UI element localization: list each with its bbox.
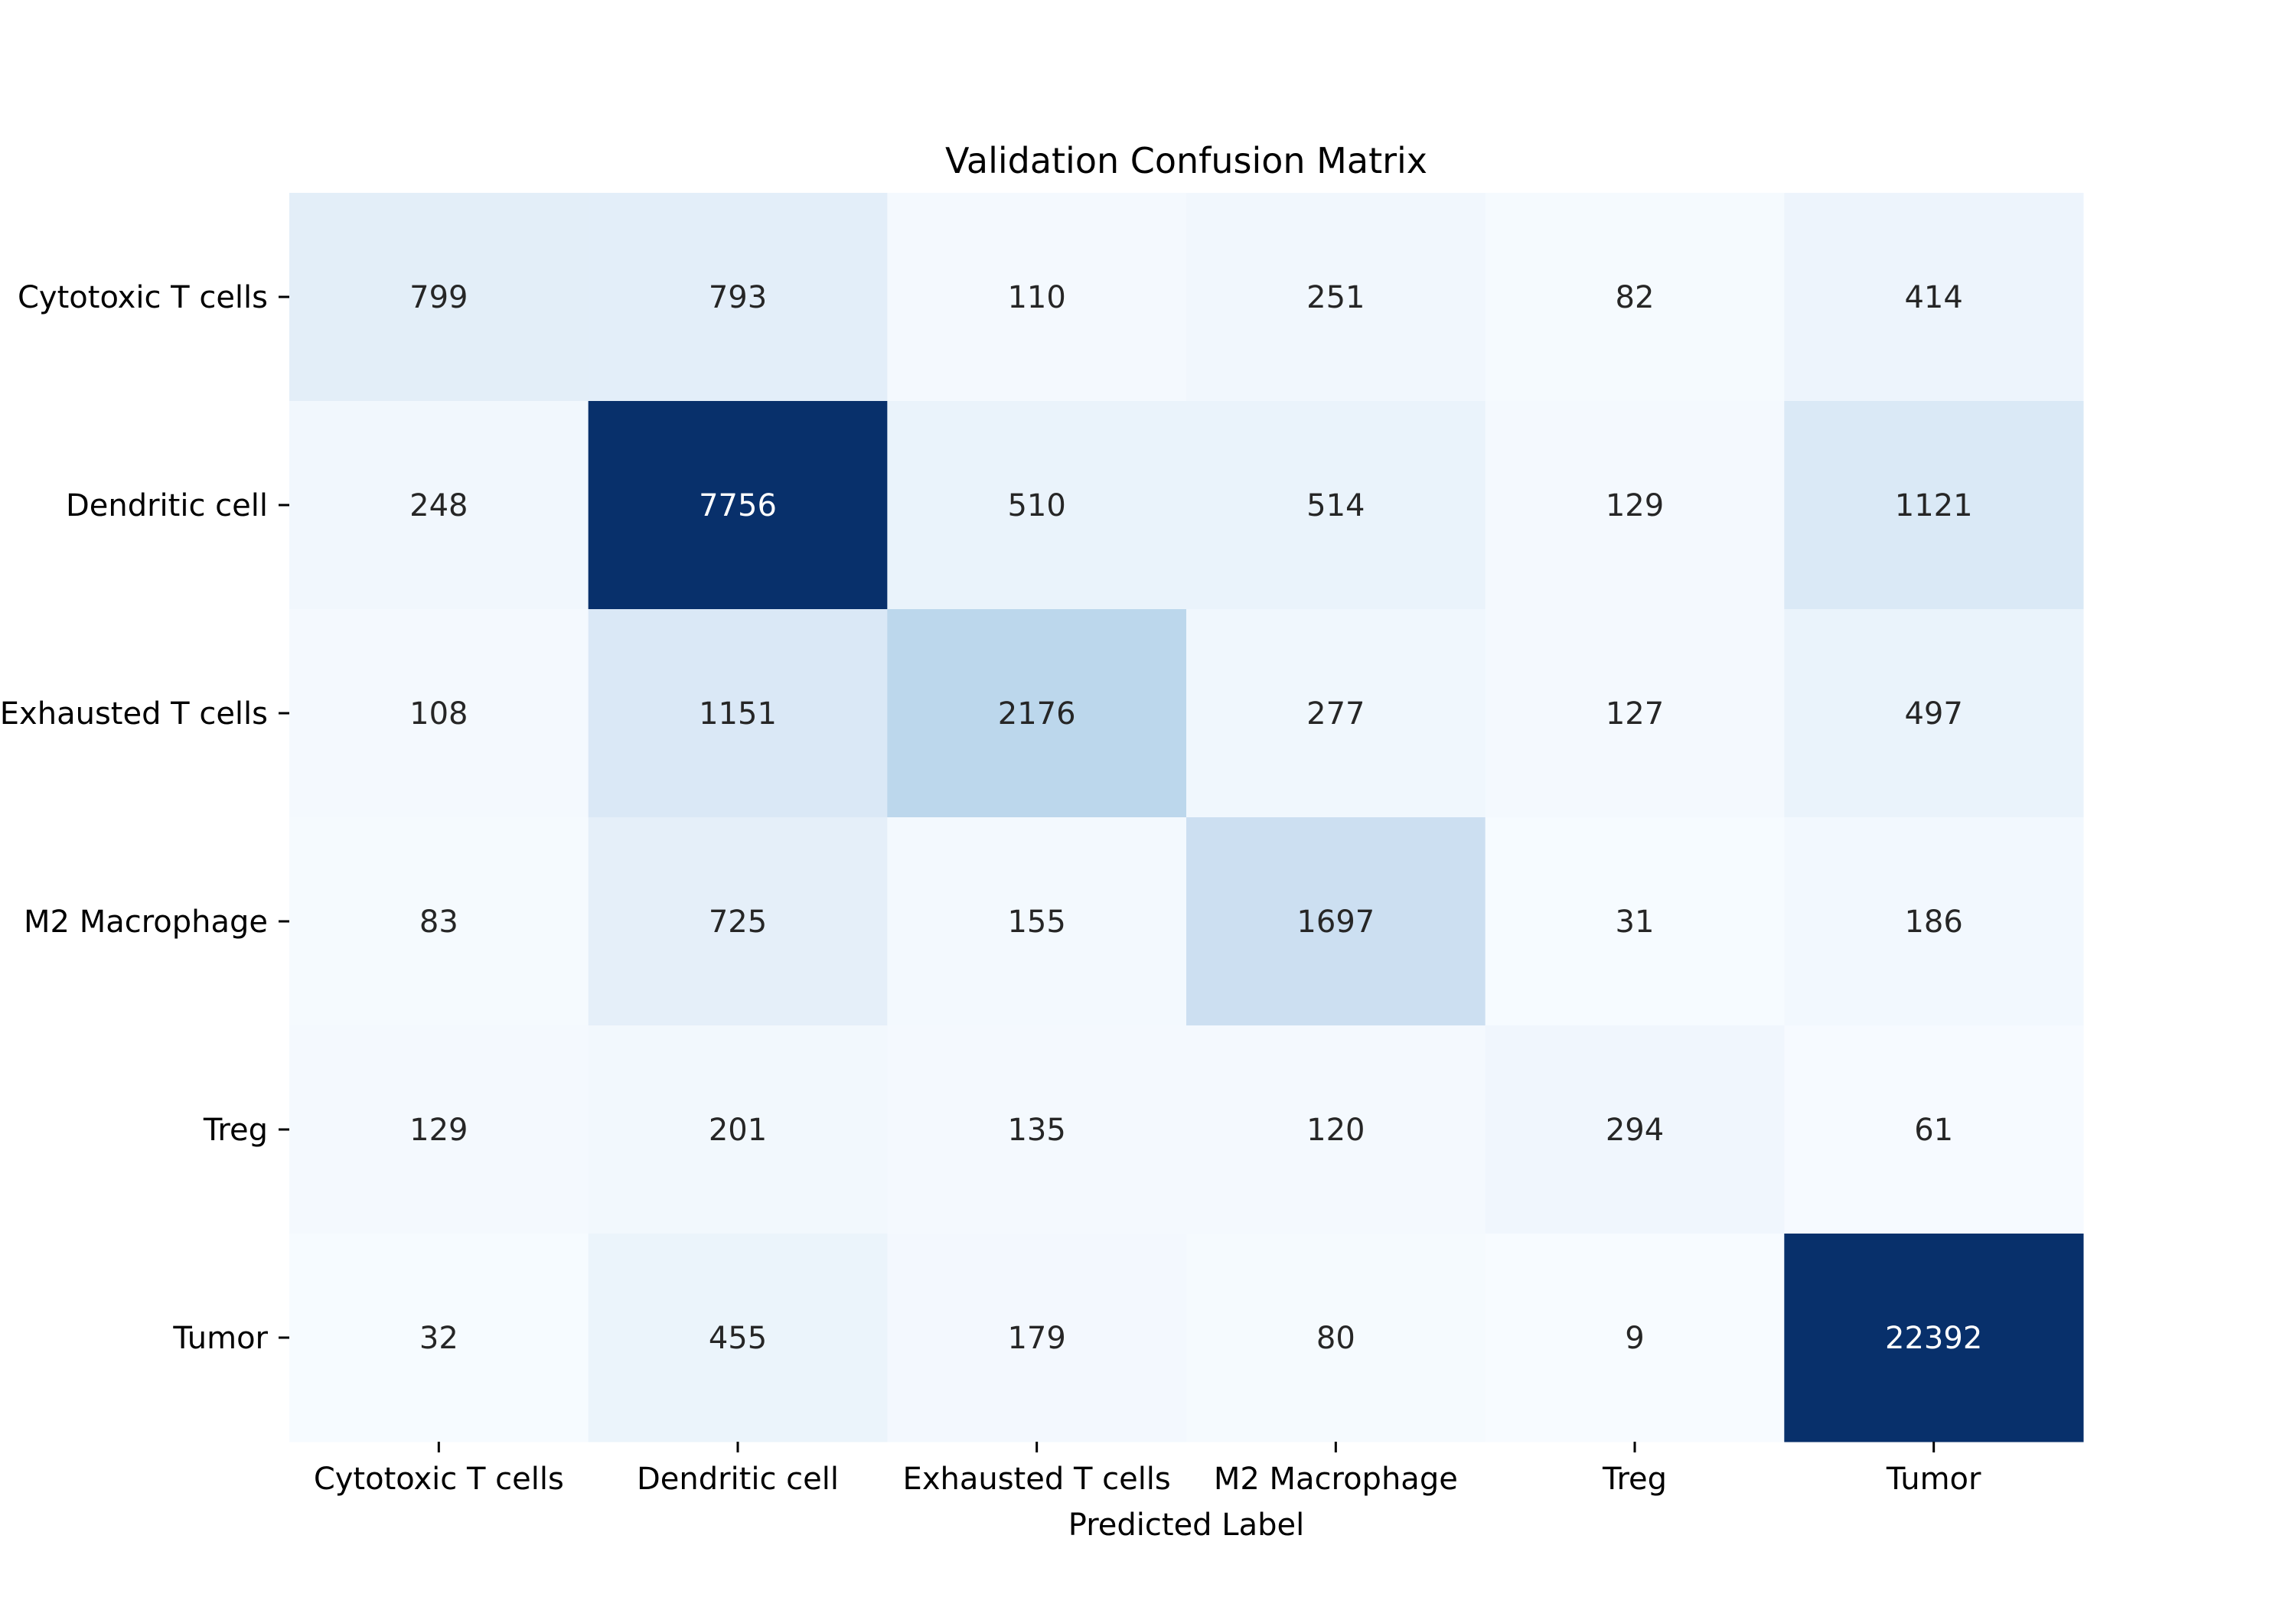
cell-value-label: 414 [1904, 280, 1962, 315]
heatmap-cell [1485, 1234, 1785, 1442]
heatmap-cell [1784, 1025, 2084, 1234]
heatmap-cell [887, 609, 1187, 818]
cell-value-label: 455 [709, 1321, 767, 1356]
x-tick-label: M2 Macrophage [1214, 1462, 1458, 1497]
cell-value-label: 1121 [1895, 488, 1973, 523]
x-tick-label: Treg [1602, 1462, 1667, 1497]
cell-value-label: 83 [419, 905, 458, 940]
heatmap-cell [1485, 401, 1785, 610]
heatmap-cells [289, 193, 2084, 1442]
heatmap-cell [1784, 817, 2084, 1026]
heatmap-cell [289, 1234, 589, 1442]
y-tick-label: Dendritic cell [66, 488, 268, 523]
cell-value-label: 9 [1625, 1321, 1644, 1356]
y-tick-label: Cytotoxic T cells [18, 280, 268, 315]
heatmap-cell [1186, 609, 1486, 818]
cell-value-label: 2176 [998, 696, 1076, 732]
heatmap-cell [588, 609, 888, 818]
cell-value-label: 793 [709, 280, 767, 315]
cell-value-label: 110 [1007, 280, 1065, 315]
heatmap-cell [1186, 401, 1486, 610]
y-tick-label: Treg [203, 1113, 268, 1148]
heatmap-cell [588, 401, 888, 610]
heatmap-cell [887, 817, 1187, 1026]
cell-value-label: 135 [1007, 1113, 1065, 1148]
x-axis-ticks: Cytotoxic T cells Dendritic cell Exhausted… [314, 1442, 1981, 1497]
cell-value-label: 186 [1904, 905, 1962, 940]
heatmap-cell [887, 1234, 1187, 1442]
y-tick-label: Exhausted T cells [0, 696, 268, 732]
cell-value-label: 497 [1904, 696, 1962, 732]
cell-value-label: 799 [409, 280, 468, 315]
cell-value-label: 108 [409, 696, 468, 732]
cell-value-label: 120 [1306, 1113, 1365, 1148]
cell-value-label: 248 [409, 488, 468, 523]
y-tick-label: M2 Macrophage [24, 905, 268, 940]
heatmap-cell [588, 193, 888, 402]
heatmap-cell [289, 193, 589, 402]
x-tick-label: Tumor [1886, 1462, 1981, 1497]
cell-value-label: 129 [1606, 488, 1664, 523]
cell-value-label: 32 [419, 1321, 458, 1356]
cell-value-label: 61 [1914, 1113, 1953, 1148]
x-tick-label: Dendritic cell [637, 1462, 839, 1497]
cell-value-label: 155 [1007, 905, 1065, 940]
x-tick-label: Exhausted T cells [903, 1462, 1171, 1497]
heatmap-cell [588, 1025, 888, 1234]
heatmap-cell [289, 1025, 589, 1234]
heatmap-cell [887, 401, 1187, 610]
y-tick-label: Tumor [172, 1321, 268, 1356]
x-tick-label: Cytotoxic T cells [314, 1462, 564, 1497]
cell-value-label: 294 [1606, 1113, 1664, 1148]
cell-value-label: 277 [1306, 696, 1365, 732]
cell-value-label: 82 [1616, 280, 1655, 315]
x-axis-label: Predicted Label [1068, 1508, 1304, 1543]
heatmap-cell [887, 1025, 1187, 1234]
heatmap-cell [289, 609, 589, 818]
heatmap-cell [289, 401, 589, 610]
heatmap-cell [588, 817, 888, 1026]
cell-value-label: 201 [709, 1113, 767, 1148]
heatmap-cell [1784, 193, 2084, 402]
cell-value-label: 514 [1306, 488, 1365, 523]
heatmap-cell [1485, 817, 1785, 1026]
cell-value-label: 179 [1007, 1321, 1065, 1356]
chart-title: Validation Confusion Matrix [945, 140, 1427, 181]
cell-value-label: 510 [1007, 488, 1065, 523]
y-axis-ticks: Cytotoxic T cells Dendritic cell Exhausted… [0, 280, 289, 1356]
cell-value-label: 1697 [1296, 905, 1375, 940]
cell-value-label: 7756 [699, 488, 777, 523]
heatmap-cell [289, 817, 589, 1026]
heatmap-cell [588, 1234, 888, 1442]
cell-value-label: 1151 [699, 696, 777, 732]
cell-value-label: 251 [1306, 280, 1365, 315]
cell-value-label: 127 [1606, 696, 1664, 732]
cell-value-label: 22392 [1885, 1321, 1982, 1356]
heatmap-cell [1186, 1025, 1486, 1234]
cell-value-label: 80 [1316, 1321, 1355, 1356]
heatmap-cell [1784, 609, 2084, 818]
cell-value-label: 725 [709, 905, 767, 940]
heatmap-cell [1784, 1234, 2084, 1442]
heatmap-cell [1186, 193, 1486, 402]
heatmap-cell [1784, 401, 2084, 610]
heatmap-cell [887, 193, 1187, 402]
heatmap-cell [1186, 817, 1486, 1026]
heatmap-cell [1485, 193, 1785, 402]
cell-value-label: 31 [1616, 905, 1655, 940]
heatmap-cell [1485, 609, 1785, 818]
heatmap-cell [1485, 1025, 1785, 1234]
cell-value-label: 129 [409, 1113, 468, 1148]
heatmap-cell-labels: 799 793 110 251 82 414 248 7756 510 514 129 1121 108… [409, 280, 1982, 1356]
heatmap-cell [1186, 1234, 1486, 1442]
